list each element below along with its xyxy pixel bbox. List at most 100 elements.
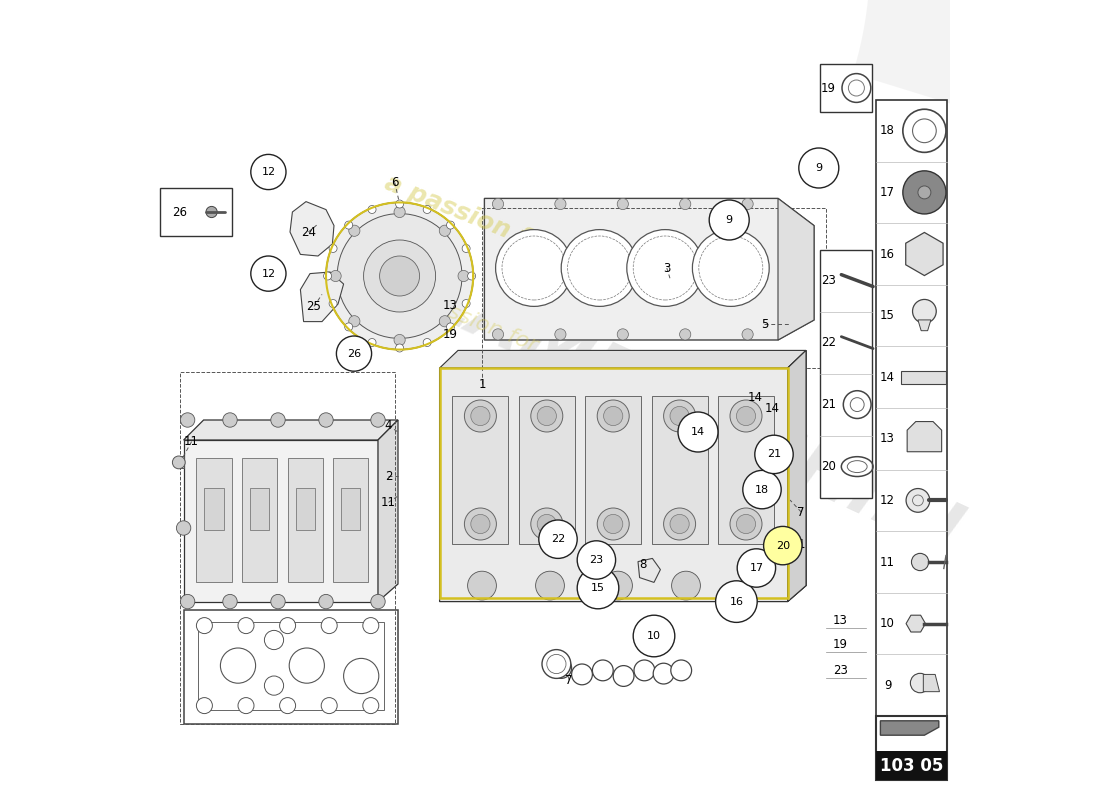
Polygon shape: [333, 458, 369, 582]
Bar: [877, 751, 947, 780]
Circle shape: [462, 299, 470, 307]
Circle shape: [371, 413, 385, 427]
Circle shape: [604, 406, 623, 426]
Circle shape: [319, 594, 333, 609]
Polygon shape: [638, 558, 660, 582]
Text: 12: 12: [880, 494, 895, 507]
Circle shape: [396, 344, 404, 352]
Polygon shape: [184, 440, 378, 602]
Circle shape: [468, 571, 496, 600]
Circle shape: [663, 508, 695, 540]
Text: 20: 20: [821, 460, 836, 473]
Circle shape: [344, 323, 353, 331]
Circle shape: [471, 514, 490, 534]
Circle shape: [537, 514, 557, 534]
Polygon shape: [901, 370, 946, 384]
Text: 18: 18: [880, 124, 895, 138]
Circle shape: [730, 508, 762, 540]
Text: 3: 3: [663, 262, 671, 274]
Circle shape: [593, 660, 613, 681]
Text: 23: 23: [821, 274, 836, 287]
Circle shape: [180, 594, 195, 609]
Text: 12: 12: [262, 167, 275, 177]
Circle shape: [613, 666, 634, 686]
Text: 20: 20: [776, 541, 790, 550]
Circle shape: [680, 329, 691, 340]
Text: 4: 4: [385, 419, 392, 432]
Circle shape: [223, 594, 238, 609]
Text: 2: 2: [385, 470, 392, 482]
Circle shape: [176, 521, 190, 535]
Text: 22: 22: [821, 336, 836, 349]
Circle shape: [337, 336, 372, 371]
Polygon shape: [718, 396, 774, 544]
Polygon shape: [484, 198, 814, 340]
Circle shape: [903, 171, 946, 214]
Polygon shape: [452, 396, 508, 544]
Polygon shape: [906, 615, 925, 632]
Text: 5: 5: [761, 318, 768, 330]
Circle shape: [197, 618, 212, 634]
Circle shape: [670, 514, 690, 534]
Circle shape: [349, 225, 360, 236]
Polygon shape: [287, 458, 322, 582]
Circle shape: [344, 221, 353, 229]
Bar: [482, 208, 826, 368]
Bar: [821, 64, 872, 112]
Circle shape: [251, 256, 286, 291]
Circle shape: [364, 240, 436, 312]
Circle shape: [551, 658, 572, 678]
Circle shape: [464, 508, 496, 540]
Circle shape: [604, 514, 623, 534]
Circle shape: [604, 571, 632, 600]
Text: a passion for: a passion for: [399, 284, 540, 356]
Circle shape: [264, 676, 284, 695]
Polygon shape: [242, 458, 277, 582]
Circle shape: [368, 338, 376, 346]
Text: 19: 19: [442, 328, 458, 341]
Polygon shape: [290, 202, 334, 256]
Circle shape: [363, 698, 378, 714]
Bar: [877, 100, 947, 716]
Polygon shape: [788, 350, 806, 602]
Polygon shape: [651, 396, 707, 544]
Circle shape: [368, 206, 376, 214]
Text: 10: 10: [647, 631, 661, 641]
Circle shape: [323, 272, 331, 280]
Text: 26: 26: [346, 349, 361, 358]
Circle shape: [692, 230, 769, 306]
Circle shape: [572, 664, 593, 685]
Circle shape: [197, 698, 212, 714]
Circle shape: [671, 660, 692, 681]
Text: 19: 19: [833, 638, 848, 650]
Text: 26: 26: [172, 206, 187, 218]
Circle shape: [468, 272, 475, 280]
Polygon shape: [197, 458, 232, 582]
Circle shape: [736, 514, 756, 534]
Circle shape: [330, 270, 341, 282]
Circle shape: [394, 334, 405, 346]
Circle shape: [736, 406, 756, 426]
Circle shape: [578, 567, 619, 609]
Polygon shape: [519, 396, 575, 544]
Circle shape: [424, 206, 431, 214]
Circle shape: [678, 412, 718, 452]
Text: 17: 17: [749, 563, 763, 573]
Text: 11: 11: [184, 435, 199, 448]
Circle shape: [716, 581, 757, 622]
Circle shape: [493, 198, 504, 210]
Circle shape: [554, 329, 566, 340]
Circle shape: [238, 618, 254, 634]
Polygon shape: [296, 488, 315, 530]
Circle shape: [173, 456, 185, 469]
Circle shape: [663, 400, 695, 432]
Text: 11: 11: [880, 555, 895, 569]
Circle shape: [537, 406, 557, 426]
Polygon shape: [250, 488, 270, 530]
Text: 16: 16: [729, 597, 744, 606]
Text: 9: 9: [815, 163, 823, 173]
Circle shape: [343, 658, 378, 694]
Bar: [877, 716, 947, 780]
Polygon shape: [625, 0, 1062, 130]
Circle shape: [627, 230, 704, 306]
